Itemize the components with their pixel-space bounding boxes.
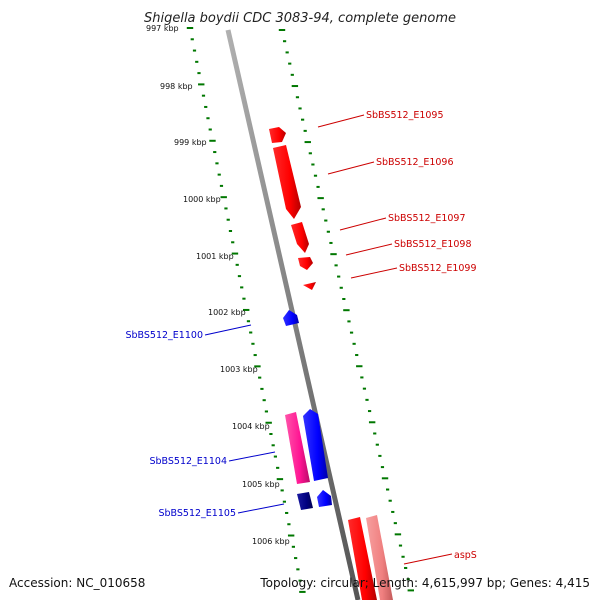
gene-label[interactable]: SbBS512_E1096 xyxy=(376,157,454,168)
gene-arrow-e1105[interactable] xyxy=(297,492,313,510)
leader-line-e1097 xyxy=(339,217,387,231)
gene-arrow-e1097[interactable] xyxy=(291,222,309,253)
ruler-label: 997 kbp xyxy=(146,24,179,33)
gene-label[interactable]: SbBS512_E1100 xyxy=(125,330,203,341)
gene-arrow-e1098[interactable] xyxy=(298,257,313,270)
ruler-label: 999 kbp xyxy=(174,138,207,147)
gene-label[interactable]: SbBS512_E1097 xyxy=(388,213,466,224)
gene-label[interactable]: SbBS512_E1099 xyxy=(399,263,477,274)
leader-line-e1105 xyxy=(237,503,285,514)
ruler-label: 1006 kbp xyxy=(252,537,290,546)
leader-line-e1096 xyxy=(327,161,375,175)
gene-arrow-e1104-blue[interactable] xyxy=(303,409,328,481)
ruler-label: 998 kbp xyxy=(160,82,193,91)
gene-arrow-e1104[interactable] xyxy=(285,412,310,484)
leader-line-e1099 xyxy=(350,267,398,279)
leader-line-e1100 xyxy=(204,324,252,336)
ruler-label: 1002 kbp xyxy=(208,308,246,317)
gene-label[interactable]: aspS xyxy=(454,550,477,561)
ruler-label: 1001 kbp xyxy=(196,252,234,261)
tick-rings xyxy=(186,27,414,593)
gene-label[interactable]: SbBS512_E1104 xyxy=(149,456,227,467)
leader-line-e1095 xyxy=(317,114,365,128)
gene-arrow-asps-light[interactable] xyxy=(366,515,393,600)
ruler-label: 1003 kbp xyxy=(220,365,258,374)
genome-summary-text: Topology: circular; Length: 4,615,997 bp… xyxy=(259,576,590,590)
gene-label[interactable]: SbBS512_E1098 xyxy=(394,239,472,250)
gene-arrow-e1105-blue[interactable] xyxy=(317,490,332,507)
gene-arrow-e1096[interactable] xyxy=(273,145,301,219)
ruler-label: 1005 kbp xyxy=(242,480,280,489)
ruler-labels: 997 kbp 998 kbp 999 kbp 1000 kbp 1001 kb… xyxy=(146,24,290,546)
gene-labels: SbBS512_E1095 SbBS512_E1096 SbBS512_E109… xyxy=(125,110,476,561)
ruler-label: 1000 kbp xyxy=(183,195,221,204)
gene-arrow-e1095[interactable] xyxy=(269,127,286,143)
ruler-label: 1004 kbp xyxy=(232,422,270,431)
page-title: Shigella boydii CDC 3083-94, complete ge… xyxy=(144,11,456,26)
gene-label[interactable]: SbBS512_E1105 xyxy=(158,508,236,519)
accession-text: Accession: NC_010658 xyxy=(9,576,145,590)
leader-line-e1098 xyxy=(345,243,393,256)
reverse-genes xyxy=(283,310,332,510)
forward-genes xyxy=(269,127,393,600)
leader-line-asps xyxy=(403,553,453,565)
gene-arrow-asps[interactable] xyxy=(348,517,377,600)
leader-line-e1104 xyxy=(228,451,276,462)
leader-lines xyxy=(204,114,453,565)
gene-arrow-e1100[interactable] xyxy=(283,310,299,326)
gene-label[interactable]: SbBS512_E1095 xyxy=(366,110,444,121)
gene-arrow-e1099[interactable] xyxy=(303,282,316,290)
